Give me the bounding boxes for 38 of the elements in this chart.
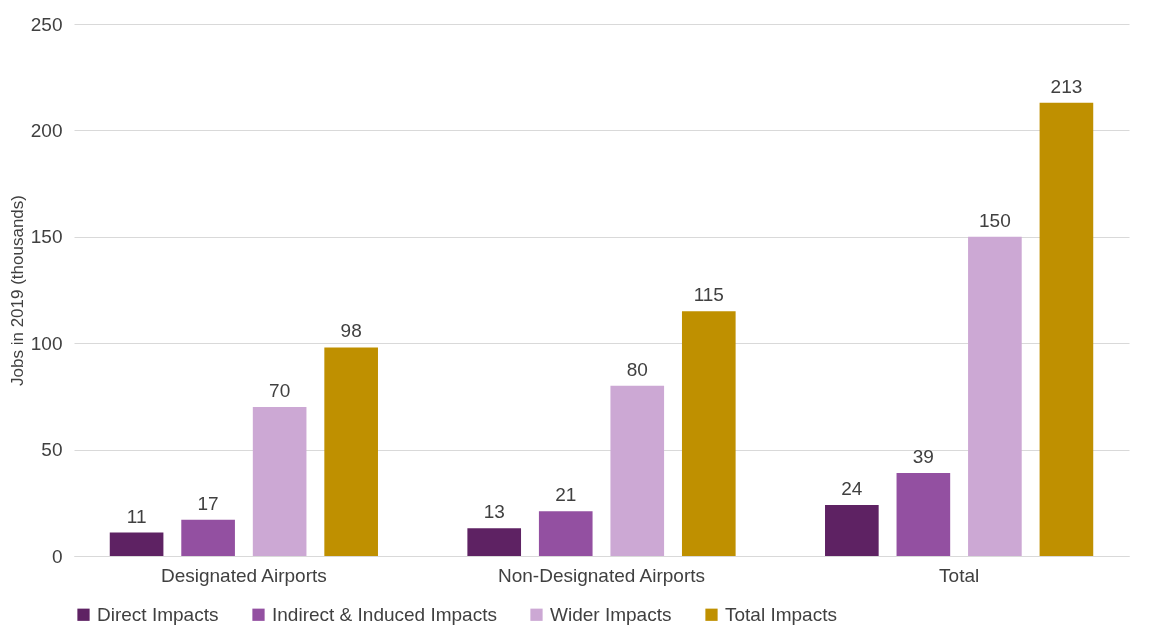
- bar: [896, 473, 951, 556]
- bar: [968, 236, 1022, 556]
- data-label: 213: [1050, 75, 1083, 97]
- y-axis-title: Jobs in 2019 (thousands): [7, 195, 27, 386]
- data-label: 80: [626, 358, 648, 380]
- data-label: 150: [979, 209, 1011, 231]
- legend-label: Total Impacts: [725, 603, 837, 625]
- bar: [252, 407, 307, 556]
- bar: [610, 385, 665, 556]
- data-label: 13: [483, 501, 505, 523]
- x-tick-label: Total: [939, 564, 980, 586]
- bar: [681, 311, 736, 556]
- data-label: 11: [126, 505, 147, 527]
- data-label: 39: [912, 446, 934, 468]
- y-tick-label: 0: [51, 545, 63, 567]
- bar: [181, 519, 235, 556]
- y-tick-label: 250: [30, 13, 63, 35]
- y-tick-label: 50: [41, 439, 63, 461]
- data-label: 70: [269, 380, 291, 402]
- bar: [825, 504, 879, 556]
- x-tick-label: Non-Designated Airports: [498, 564, 705, 586]
- bar: [109, 532, 164, 556]
- data-label: 115: [693, 284, 724, 306]
- y-tick-label: 100: [30, 332, 63, 354]
- x-tick-label: Designated Airports: [160, 564, 327, 586]
- bar: [1039, 102, 1094, 556]
- legend-label: Direct Impacts: [97, 603, 219, 625]
- data-label: 21: [555, 484, 577, 506]
- data-label: 24: [841, 477, 863, 499]
- data-label: 17: [197, 492, 219, 514]
- y-tick-label: 200: [30, 119, 63, 141]
- legend-label: Indirect & Induced Impacts: [272, 603, 497, 625]
- data-label: 98: [340, 320, 362, 342]
- bar: [467, 528, 522, 556]
- bar: [324, 347, 378, 556]
- legend-label: Wider Impacts: [550, 603, 672, 625]
- y-tick-label: 150: [30, 226, 63, 248]
- bar: [538, 511, 593, 556]
